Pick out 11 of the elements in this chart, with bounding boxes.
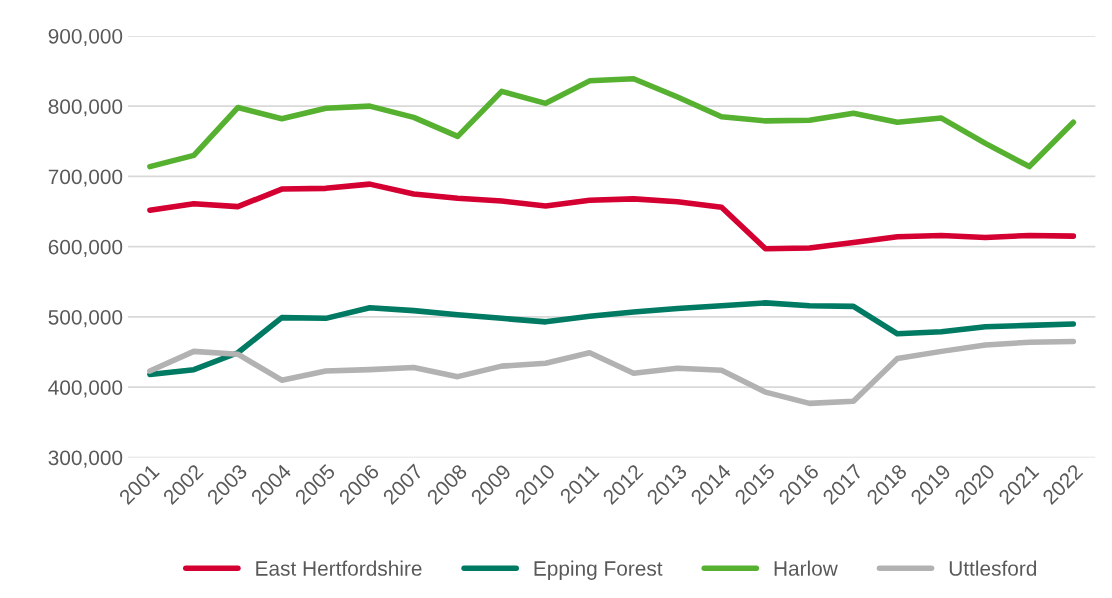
- legend-label: Epping Forest: [534, 560, 663, 580]
- legend-label: East Hertfordshire: [256, 560, 422, 576]
- y-tick-label: 300,000: [48, 450, 123, 468]
- legend-label: Harlow: [774, 560, 838, 576]
- y-tick-label: 900,000: [48, 28, 123, 47]
- y-tick-label: 500,000: [48, 309, 123, 328]
- y-tick-label: 400,000: [48, 380, 123, 398]
- y-tick-label: 800,000: [48, 99, 123, 117]
- legend-label: Uttlesford: [949, 560, 1037, 576]
- y-tick-label: 700,000: [48, 169, 123, 187]
- y-tick-label: 600,000: [48, 239, 123, 257]
